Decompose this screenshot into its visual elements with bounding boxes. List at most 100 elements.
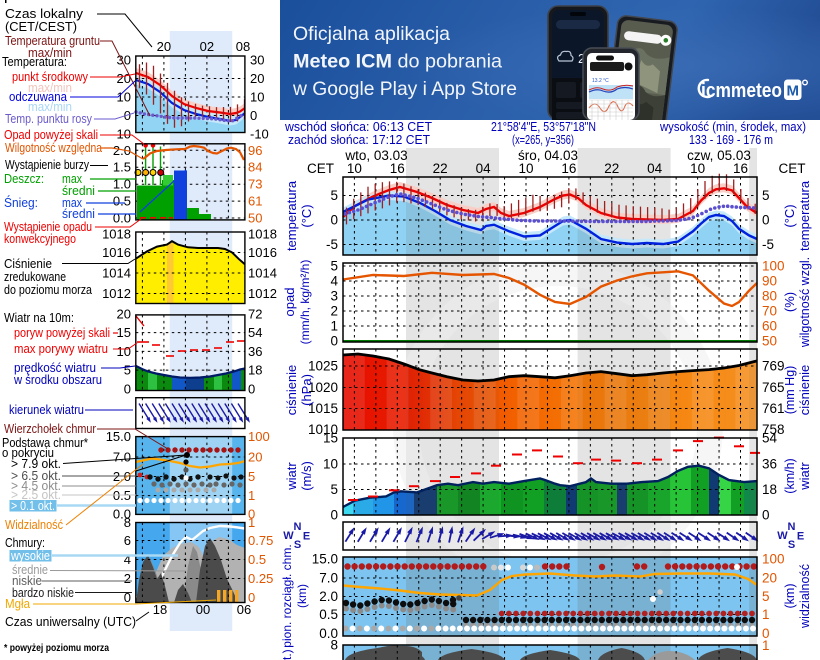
svg-text:16: 16: [733, 161, 748, 176]
svg-text:1.5: 1.5: [113, 160, 131, 175]
svg-text:90: 90: [762, 274, 777, 289]
svg-text:N: N: [788, 521, 796, 533]
svg-text:10: 10: [323, 457, 338, 472]
svg-text:1025: 1025: [308, 359, 338, 374]
svg-text:(mm/h, kg/m²/h): (mm/h, kg/m²/h): [298, 260, 312, 345]
svg-text:5: 5: [330, 259, 338, 274]
svg-text:2: 2: [330, 304, 338, 319]
svg-text:1014: 1014: [102, 266, 131, 281]
svg-text:opad: opad: [282, 288, 297, 317]
svg-text:6: 6: [124, 533, 131, 548]
svg-text:100: 100: [762, 552, 785, 567]
svg-text:54: 54: [762, 431, 778, 446]
svg-text:niskie: niskie: [12, 574, 42, 588]
svg-text:W: W: [283, 530, 294, 542]
svg-text:Opad powyżej skali: Opad powyżej skali: [4, 128, 98, 142]
svg-text:Czas uniwersalny (UTC): Czas uniwersalny (UTC): [5, 614, 136, 629]
svg-text:10: 10: [117, 344, 131, 359]
svg-text:Chmury:: Chmury:: [5, 536, 45, 550]
svg-text:10: 10: [347, 161, 362, 176]
svg-text:-10: -10: [250, 127, 269, 142]
svg-text:Wystąpienie opadu: Wystąpienie opadu: [4, 220, 92, 234]
svg-text:84: 84: [248, 160, 262, 175]
svg-text:0: 0: [330, 508, 338, 523]
svg-text:133 - 169 - 176 m: 133 - 169 - 176 m: [689, 132, 773, 147]
svg-text:max: max: [62, 196, 83, 210]
svg-text:CET: CET: [307, 161, 334, 176]
svg-text:0: 0: [248, 507, 255, 522]
svg-text:61: 61: [248, 194, 262, 209]
svg-text:konwekcyjnego: konwekcyjnego: [4, 232, 76, 246]
svg-text:36: 36: [248, 344, 262, 359]
svg-text:* powyżej poziomu morza: * powyżej poziomu morza: [4, 642, 109, 654]
svg-text:max/min: max/min: [28, 46, 72, 60]
svg-text:15: 15: [117, 325, 131, 340]
svg-text:(CET/CEST): (CET/CEST): [5, 20, 77, 34]
svg-text:0: 0: [250, 108, 257, 123]
svg-text:20: 20: [157, 39, 171, 54]
svg-text:Temperatura:: Temperatura:: [2, 55, 67, 69]
svg-text:70: 70: [762, 304, 777, 319]
svg-text:widzialność: widzialność: [798, 564, 812, 629]
svg-text:wiatr: wiatr: [797, 462, 812, 491]
svg-text:1.0: 1.0: [113, 177, 131, 192]
svg-text:(km/h): (km/h): [783, 458, 797, 493]
svg-text:czw, 05.03: czw, 05.03: [687, 148, 751, 163]
svg-text:22: 22: [604, 161, 619, 176]
svg-text:50: 50: [248, 211, 262, 226]
svg-text:1: 1: [248, 515, 255, 530]
svg-text:(°C): (°C): [782, 204, 797, 227]
svg-text:758: 758: [762, 422, 785, 437]
svg-text:20: 20: [248, 450, 262, 465]
svg-text:> 4.5 okt.: > 4.5 okt.: [11, 479, 61, 493]
svg-text:M: M: [786, 83, 799, 100]
svg-text:(°C): (°C): [299, 204, 314, 227]
svg-text:0.75: 0.75: [248, 533, 273, 548]
svg-text:0: 0: [248, 590, 255, 605]
svg-text:769: 769: [762, 359, 785, 374]
svg-text:02: 02: [200, 39, 214, 54]
svg-text:> 0.1 okt.: > 0.1 okt.: [11, 499, 55, 513]
svg-text:7.0: 7.0: [113, 450, 131, 465]
svg-text:Mgła: Mgła: [5, 597, 30, 611]
svg-text:5: 5: [330, 188, 338, 203]
svg-text:kierunek wiatru: kierunek wiatru: [9, 403, 84, 417]
svg-text:Śnieg:: Śnieg:: [4, 195, 38, 210]
svg-text:wysokość (min, środek, max): wysokość (min, środek, max): [659, 119, 806, 134]
svg-text:3: 3: [330, 289, 338, 304]
svg-text:5: 5: [330, 482, 338, 497]
svg-text:(mm Hg): (mm Hg): [783, 366, 797, 415]
svg-text:2.0: 2.0: [319, 589, 338, 604]
svg-text:1015: 1015: [308, 401, 338, 416]
svg-text:wiatr: wiatr: [284, 462, 299, 491]
svg-text:18: 18: [762, 482, 777, 497]
svg-text:0: 0: [330, 213, 338, 228]
svg-text:20: 20: [117, 306, 131, 321]
svg-text:(hPa): (hPa): [299, 374, 314, 406]
svg-text:13.2 °C: 13.2 °C: [592, 78, 609, 84]
svg-text:36: 36: [762, 457, 777, 472]
svg-text:-5: -5: [762, 237, 774, 252]
svg-text:średni: średni: [62, 207, 95, 221]
svg-text:1: 1: [762, 607, 770, 622]
svg-text:Meteo ICM do pobrania: Meteo ICM do pobrania: [293, 51, 502, 73]
svg-text:20: 20: [250, 71, 264, 86]
svg-text:w środku obszaru: w środku obszaru: [13, 373, 102, 387]
svg-text:ciśnienie: ciśnienie: [284, 365, 299, 416]
svg-text:max: max: [62, 172, 83, 186]
svg-text:ciśnienie: ciśnienie: [797, 365, 812, 416]
svg-text:0.5: 0.5: [319, 607, 338, 622]
svg-text:0: 0: [124, 590, 131, 605]
svg-text:1018: 1018: [102, 227, 131, 242]
svg-text:30: 30: [250, 53, 264, 68]
svg-text:zachmurzenie (okt.): zachmurzenie (okt.): [280, 649, 294, 660]
svg-text:0.5: 0.5: [248, 552, 266, 567]
svg-text:prędkość wiatru: prędkość wiatru: [14, 361, 96, 375]
svg-text:średnie: średnie: [12, 563, 48, 577]
svg-text:E: E: [303, 531, 310, 543]
svg-text:20: 20: [762, 571, 777, 586]
svg-text:E: E: [797, 531, 804, 543]
svg-text:15.0: 15.0: [312, 552, 338, 567]
svg-text:0.25: 0.25: [248, 571, 273, 586]
svg-text:w Google Play i App Store: w Google Play i App Store: [292, 78, 517, 100]
